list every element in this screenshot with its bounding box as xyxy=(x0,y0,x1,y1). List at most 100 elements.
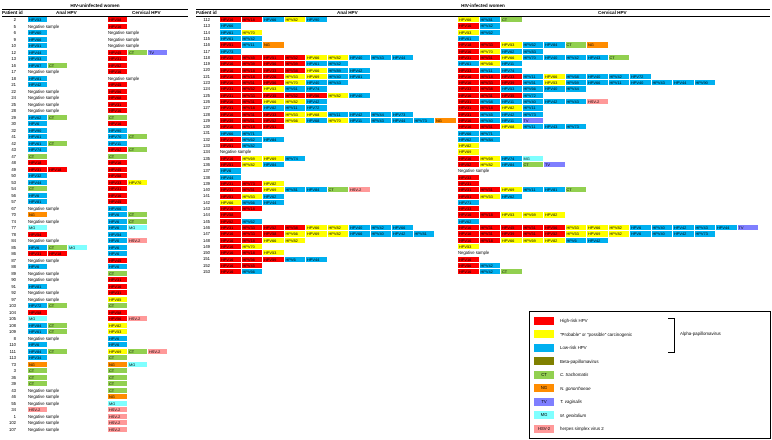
result-cell: HPV59 xyxy=(284,61,306,67)
table-row: 145 HPV52 HPV62 HPV62 xyxy=(196,219,770,225)
anal-results: Negative sample xyxy=(28,24,108,30)
anal-results: HPV6 xyxy=(28,121,108,127)
result-cell: CT xyxy=(28,153,48,159)
result-cell: HPV40 xyxy=(349,225,371,231)
cervical-results: CT xyxy=(108,303,188,309)
result-cell: HPV81 xyxy=(349,73,371,80)
result-cell: HSV-2 xyxy=(108,426,128,432)
result-cell: HPV68 xyxy=(479,99,501,105)
result-cell: HPV62 xyxy=(458,136,480,143)
table-row: 73 NG NG MG xyxy=(2,362,188,369)
legend-item: "Probable" or "possible" carcinogenic xyxy=(534,330,632,339)
patient-id: 124 xyxy=(203,86,210,92)
result-cell: HPV6 xyxy=(108,218,128,224)
result-cell: HPV31 xyxy=(458,54,480,61)
result-cell: HPV11 xyxy=(522,105,544,111)
result-cell: HPV16 xyxy=(220,256,242,262)
result-cell: HPV42 xyxy=(306,99,328,105)
result-cell: HPV51 xyxy=(220,143,242,149)
result-cell: HPV45 xyxy=(108,257,128,263)
result-cell: HPV6 xyxy=(630,231,652,237)
result-cell: HPV66 xyxy=(241,269,263,275)
anal-results: NG xyxy=(28,212,108,218)
result-cell: HPV6 xyxy=(108,264,128,270)
legend-swatch: CT xyxy=(534,370,554,379)
cervical-results: HPV66 HPV71 xyxy=(458,130,770,136)
table-row: 3 CT CT xyxy=(2,368,188,375)
table-row: 5 Negative sample HPV16 xyxy=(2,24,188,31)
result-cell: HPV42 xyxy=(587,237,609,243)
result-cell: HPV51 xyxy=(479,124,501,130)
patient-id: 139 xyxy=(203,180,210,186)
result-cell: HPV16 xyxy=(220,231,242,237)
patient-id: 41 xyxy=(11,134,16,139)
result-cell: HPV53 xyxy=(501,212,523,218)
table-row: 30 HPV6 HPV16 xyxy=(2,121,188,128)
cervical-results: HPV61 xyxy=(458,36,770,42)
result-cell: HPV51 xyxy=(220,193,242,199)
anal-results: HPV44 xyxy=(220,174,478,181)
legend-label: High-risk HPV xyxy=(560,318,588,323)
result-cell: HPV68 xyxy=(501,124,523,130)
anal-results: HPV31 HPV33 HPV52 HPV58 HPV66 HPV82 HPV40 HPV42… xyxy=(220,225,478,231)
result-cell: HPV16 xyxy=(220,111,242,117)
cervical-results: HPV16 HPV18 HPV33 HPV11 HPV66 HPV68 HPV40 HPV42… xyxy=(458,73,770,80)
table-row: 77 MG HPV6 MG xyxy=(2,225,188,232)
result-cell: HPV43 xyxy=(587,54,609,61)
result-cell: HPV31 xyxy=(458,99,480,105)
result-cell: HPV52 xyxy=(108,62,128,68)
anal-results: Negative sample xyxy=(28,238,108,244)
result-cell: HPV69 xyxy=(306,231,328,237)
result-cell: NG xyxy=(28,212,48,218)
result-cell: HPV53 xyxy=(501,86,523,92)
cervical-results: HPV56 xyxy=(108,88,188,95)
cervical-results: NG xyxy=(108,394,188,400)
result-cell: HPV31 xyxy=(220,225,242,231)
result-cell: HPV53 xyxy=(458,243,480,250)
result-cell: HPV42 xyxy=(479,269,501,275)
result-cell: HPV51 xyxy=(241,187,263,193)
result-cell: HPV56 xyxy=(544,225,566,231)
patient-id: 10 xyxy=(11,43,16,48)
result-cell: HPV45 xyxy=(501,225,523,231)
result-cell: HPV31 xyxy=(479,92,501,98)
negative-sample-label: Negative sample xyxy=(28,69,60,74)
legend-item: Low-risk HPV xyxy=(534,343,587,352)
result-cell: HPV69 xyxy=(263,155,285,161)
col-patient-id: Patient id xyxy=(196,10,217,15)
cervical-results: HPV33 xyxy=(458,206,770,212)
panel-title: HIV-infected women xyxy=(461,3,505,8)
result-cell: CT xyxy=(48,62,68,68)
result-cell: HPV68 xyxy=(108,95,128,101)
patient-id: 57 xyxy=(11,199,16,204)
result-cell: HPV53 xyxy=(28,56,48,62)
anal-results: HPV61 CT xyxy=(28,329,108,335)
result-cell: HPV16 xyxy=(220,73,242,80)
anal-results: MG xyxy=(28,225,108,231)
result-cell: HPV61 xyxy=(458,36,480,42)
patient-id: 148 xyxy=(203,237,210,243)
negative-sample-label: Negative sample xyxy=(458,168,490,174)
result-cell: HPV39 xyxy=(241,61,263,67)
result-cell: HPV45 xyxy=(241,262,263,269)
anal-results: CT xyxy=(28,381,108,387)
result-cell: CT xyxy=(108,381,128,387)
cervical-results: HPV31 HPV51 HPV69 HPV11 HPV81 CT xyxy=(458,187,770,193)
result-cell: HPV11 xyxy=(284,105,306,111)
legend-swatch xyxy=(534,316,554,325)
anal-results: HPV58 xyxy=(220,212,478,218)
cervical-results: HPV45 xyxy=(108,166,188,173)
cervical-results: CT xyxy=(108,374,188,381)
result-cell: HPV66 xyxy=(284,231,306,237)
result-cell: HPV59 xyxy=(263,256,285,262)
col-cervical-hpv: Cervical HPV xyxy=(598,10,627,15)
result-cell: HPV66 xyxy=(263,99,285,105)
result-cell: HPV6 xyxy=(28,192,48,198)
patient-id: 85 xyxy=(11,244,16,250)
patient-id: 112 xyxy=(203,17,210,22)
result-cell: HPV43 xyxy=(327,80,349,86)
result-cell: HPV52 xyxy=(241,86,263,92)
result-cell: HPV40 xyxy=(349,92,371,98)
result-cell: HPV33 xyxy=(458,67,480,73)
result-cell: HPV69 xyxy=(501,187,523,193)
